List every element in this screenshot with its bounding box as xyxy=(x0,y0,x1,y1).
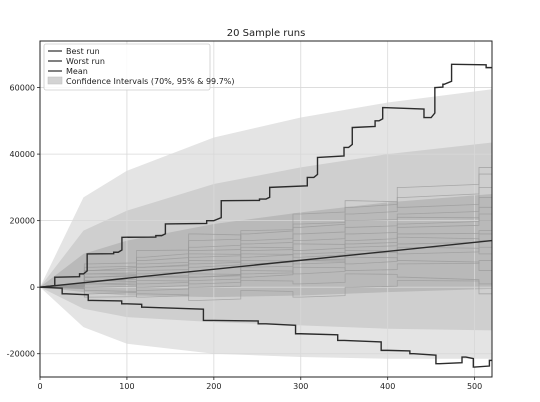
x-tick-label: 400 xyxy=(380,382,395,391)
legend-label-best: Best run xyxy=(66,47,100,56)
worst-run-line xyxy=(40,286,492,368)
x-tick-label: 200 xyxy=(206,382,221,391)
mean-run-line xyxy=(40,239,492,288)
legend-label-worst: Worst run xyxy=(66,57,105,66)
legend: Best run Worst run Mean Confidence Inter… xyxy=(43,43,235,91)
y-tick-label: 60000 xyxy=(10,84,35,93)
x-tick-label: 500 xyxy=(467,382,482,391)
plot-frame xyxy=(39,40,493,378)
y-tick-label: 20000 xyxy=(10,217,35,226)
sample-run-line-15 xyxy=(40,196,492,288)
sample-run-line-16 xyxy=(40,233,492,288)
x-tick-label: 100 xyxy=(119,382,134,391)
best-run-line xyxy=(40,63,492,288)
sample-run-line-13 xyxy=(40,213,492,288)
sample-run-line-14 xyxy=(40,240,492,288)
sample-run-line-11 xyxy=(40,167,492,288)
y-axis: -20000 0 20000 40000 60000 xyxy=(7,84,40,359)
legend-swatch-ci xyxy=(47,76,63,85)
x-tick-label: 0 xyxy=(37,382,42,391)
y-tick-label: -20000 xyxy=(7,350,35,359)
x-tick-label: 300 xyxy=(293,382,308,391)
chart-title: 20 Sample runs xyxy=(227,28,306,39)
legend-label-ci: Confidence Intervals (70%, 95% & 99.7%) xyxy=(66,77,235,86)
y-tick-label: 0 xyxy=(30,283,35,292)
sample-run-line-12 xyxy=(40,280,492,301)
legend-box xyxy=(43,43,211,91)
y-tick-label: 40000 xyxy=(10,150,35,159)
run-lines xyxy=(40,63,492,368)
x-axis: 0 100 200 300 400 500 xyxy=(37,377,482,391)
confidence-bands xyxy=(40,89,492,359)
legend-label-mean: Mean xyxy=(66,67,88,76)
sample-run-line-6 xyxy=(40,273,492,298)
